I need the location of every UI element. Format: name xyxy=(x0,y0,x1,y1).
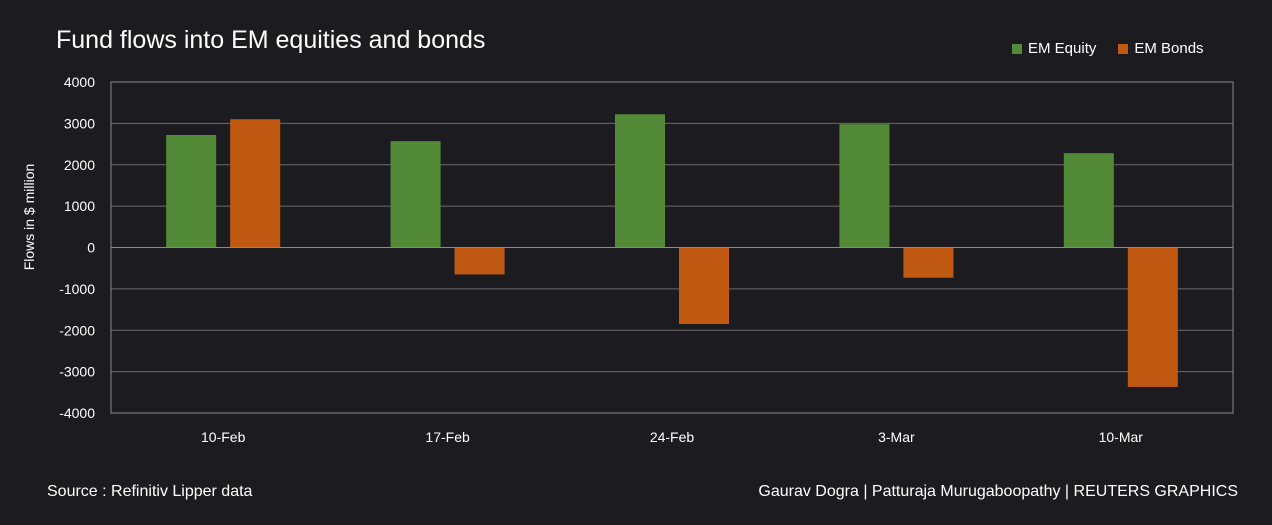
legend-item-equity: EM Equity xyxy=(1012,40,1096,57)
legend-item-bonds: EM Bonds xyxy=(1118,40,1204,57)
legend-swatch-bonds xyxy=(1118,43,1129,54)
credit-note: Gaurav Dogra | Patturaja Murugaboopathy … xyxy=(758,483,1238,500)
y-tick-label: -4000 xyxy=(59,405,95,421)
x-tick-label: 17-Feb xyxy=(425,429,470,445)
bar-bonds xyxy=(903,247,954,278)
bar-bonds xyxy=(230,119,281,248)
y-tick-label: 3000 xyxy=(64,115,95,131)
y-tick-label: 4000 xyxy=(64,74,95,90)
y-tick-label: 1000 xyxy=(64,198,95,214)
bar-bonds xyxy=(454,247,505,275)
bar-bonds xyxy=(679,247,729,325)
bar-equity xyxy=(1063,153,1114,248)
chart-title: Fund flows into EM equities and bonds xyxy=(56,26,486,54)
y-tick-label: -3000 xyxy=(59,364,95,380)
bar-equity xyxy=(390,141,441,248)
bar-bonds xyxy=(1127,247,1178,387)
x-tick-label: 10-Mar xyxy=(1099,429,1144,445)
y-tick-label: -2000 xyxy=(59,322,95,338)
bar-equity xyxy=(839,124,890,248)
source-note: Source : Refinitiv Lipper data xyxy=(47,483,253,500)
x-tick-label: 3-Mar xyxy=(878,429,915,445)
bar-equity xyxy=(615,114,665,248)
bar-equity xyxy=(166,134,217,248)
x-tick-label: 24-Feb xyxy=(650,429,695,445)
chart-legend: EM Equity EM Bonds xyxy=(1012,40,1226,57)
legend-label-bonds: EM Bonds xyxy=(1134,40,1204,57)
x-tick-label: 10-Feb xyxy=(201,429,246,445)
y-tick-label: 2000 xyxy=(64,157,95,173)
y-tick-label: -1000 xyxy=(59,281,95,297)
legend-swatch-equity xyxy=(1012,43,1022,54)
legend-label-equity: EM Equity xyxy=(1028,40,1097,57)
y-tick-label: 0 xyxy=(87,240,95,256)
